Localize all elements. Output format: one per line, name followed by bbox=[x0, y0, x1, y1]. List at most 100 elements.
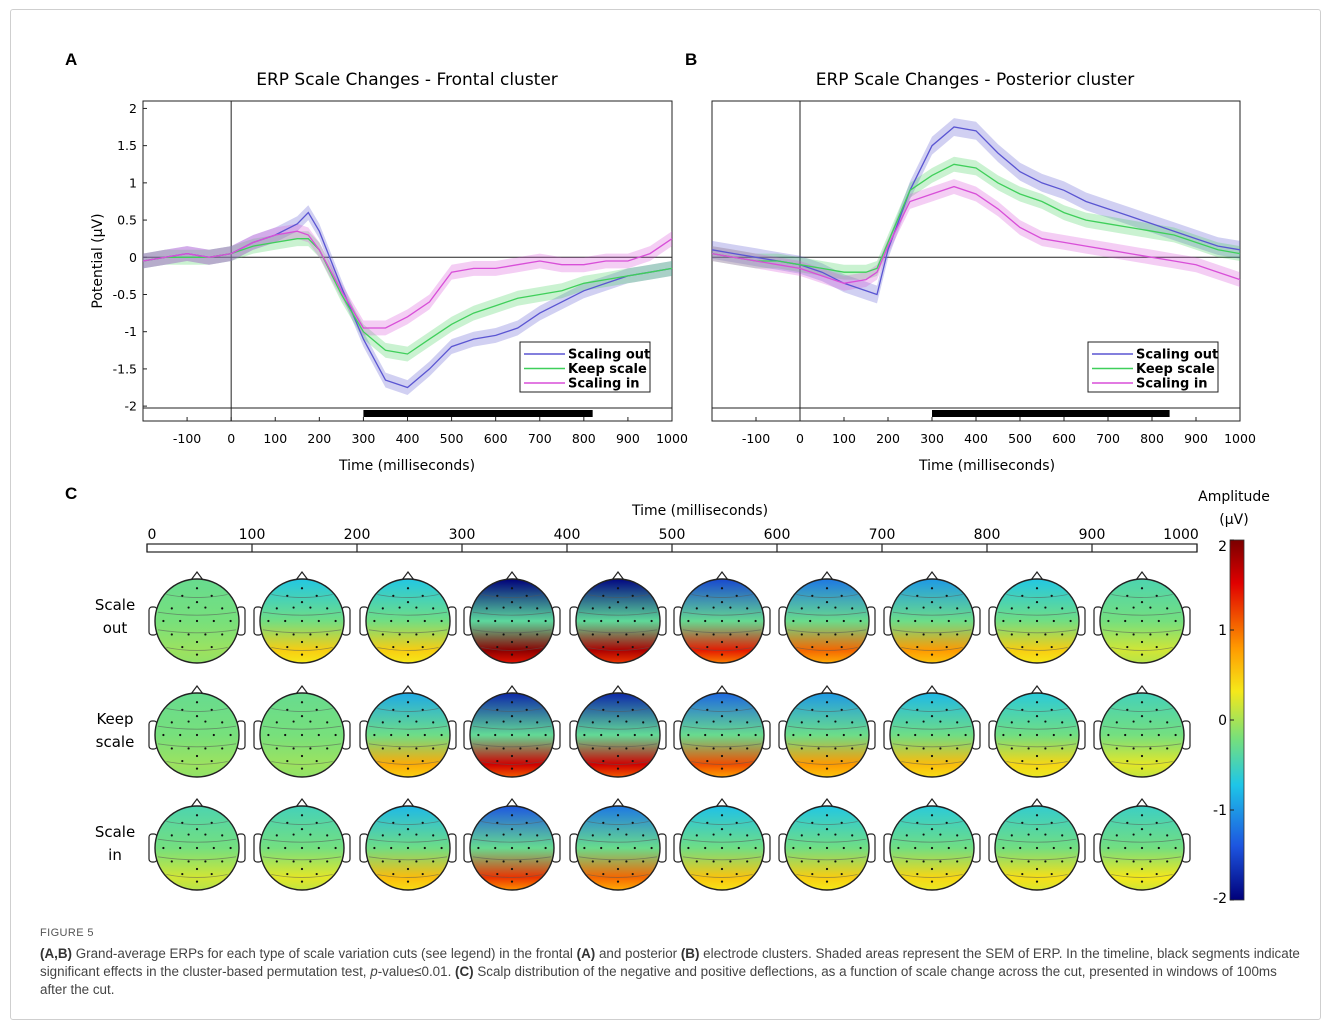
panel-b-x-tick-label: 0 bbox=[796, 431, 804, 446]
scalp-map bbox=[673, 798, 771, 891]
panel-a-x-ticks: -100 0 100 200 300 400 500 600 700 800 900 1000 bbox=[173, 417, 688, 446]
caption-run: Scalp distribution of the negative and p… bbox=[40, 964, 1277, 997]
caption-run: electrode clusters. Shaded areas represe… bbox=[40, 946, 1300, 979]
panel-b-x-tick-label: 600 bbox=[1052, 431, 1076, 446]
scalp-map bbox=[148, 685, 246, 778]
panel-b-x-tick-label: 100 bbox=[832, 431, 856, 446]
panel-a-series-scaling-in bbox=[142, 230, 673, 329]
panel-b-significant-segment bbox=[932, 410, 1170, 417]
scalp-map bbox=[988, 685, 1086, 778]
panel-b: B ERP Scale Changes - Posterior cluster … bbox=[685, 50, 1256, 474]
panel-b-x-axis-label: Time (milliseconds) bbox=[918, 458, 1055, 474]
panel-a-y-tick-label: 0.5 bbox=[117, 213, 137, 228]
panel-b-title: ERP Scale Changes - Posterior cluster bbox=[816, 70, 1135, 90]
panel-a-x-tick-label: 0 bbox=[227, 431, 235, 446]
panel-a-title: ERP Scale Changes - Frontal cluster bbox=[256, 70, 558, 90]
timeline-tick-label: 500 bbox=[659, 527, 686, 543]
panel-b-x-tick-label: 800 bbox=[1140, 431, 1164, 446]
timeline-tick-label: 400 bbox=[554, 527, 581, 543]
panel-a-x-tick-label: 900 bbox=[616, 431, 640, 446]
scalp-maps bbox=[148, 571, 1191, 891]
scalp-map bbox=[253, 571, 351, 664]
colorbar-tick-label: -1 bbox=[1213, 803, 1227, 819]
scalp-map bbox=[1093, 685, 1191, 778]
scalp-map bbox=[988, 798, 1086, 891]
panel-a-legend-entry-keep-scale: Keep scale bbox=[568, 362, 647, 377]
scalp-map bbox=[988, 571, 1086, 664]
panel-b-x-tick-label: -100 bbox=[742, 431, 770, 446]
panel-a-y-ticks: 2 1.5 1 0.5 0 -0.5 -1 -1.5 -2 bbox=[113, 101, 147, 414]
panel-b-x-tick-label: 200 bbox=[876, 431, 900, 446]
panel-b-x-tick-label: 500 bbox=[1008, 431, 1032, 446]
timeline-tick-label: 900 bbox=[1079, 527, 1106, 543]
panel-a-x-tick-label: 100 bbox=[263, 431, 287, 446]
panel-a-x-tick-label: 800 bbox=[572, 431, 596, 446]
row-labels: Scale out Keep scale Scale in bbox=[95, 596, 135, 864]
figure-frame bbox=[10, 9, 1321, 1020]
figure-caption: (A,B) Grand-average ERPs for each type o… bbox=[40, 945, 1300, 999]
scalp-map bbox=[778, 798, 876, 891]
panel-b-x-tick-label: 1000 bbox=[1224, 431, 1256, 446]
panel-a-x-tick-label: -100 bbox=[173, 431, 201, 446]
panel-c: C Time (milliseconds) 0 100 200 300 400 500 60… bbox=[65, 484, 1270, 907]
panel-a-x-axis-label: Time (milliseconds) bbox=[338, 458, 475, 474]
panel-b-legend-entry-scaling-in: Scaling in bbox=[1136, 377, 1208, 392]
panel-a-x-tick-label: 400 bbox=[396, 431, 420, 446]
scalp-map bbox=[673, 571, 771, 664]
panel-a-sem-band-scaling-in bbox=[143, 223, 672, 336]
scalp-map bbox=[673, 685, 771, 778]
panel-a-y-tick-label: 1 bbox=[129, 175, 137, 190]
scalp-map bbox=[883, 798, 981, 891]
scalp-map bbox=[148, 798, 246, 891]
panel-a: A ERP Scale Changes - Frontal cluster 2 1… bbox=[65, 50, 688, 474]
panel-b-legend-entry-keep-scale: Keep scale bbox=[1136, 362, 1215, 377]
panel-a-y-tick-label: 1.5 bbox=[117, 138, 137, 153]
scalp-map bbox=[463, 571, 561, 664]
colorbar-tick-label: 1 bbox=[1218, 623, 1227, 639]
scalp-map bbox=[569, 571, 667, 664]
caption-run: (A) bbox=[576, 946, 596, 961]
panel-b-x-tick-label: 900 bbox=[1184, 431, 1208, 446]
panel-label-a: A bbox=[65, 50, 77, 69]
scalp-map bbox=[253, 798, 351, 891]
scalp-map bbox=[1093, 571, 1191, 664]
panel-a-x-tick-label: 500 bbox=[440, 431, 464, 446]
scalp-map bbox=[778, 571, 876, 664]
panel-a-significant-segment bbox=[363, 410, 593, 417]
timeline-tick-label: 300 bbox=[449, 527, 476, 543]
row-label: Keep bbox=[96, 710, 133, 728]
panel-a-x-tick-label: 600 bbox=[484, 431, 508, 446]
row-label: in bbox=[108, 846, 122, 864]
panel-label-c: C bbox=[65, 484, 77, 503]
panel-b-x-tick-label: 300 bbox=[920, 431, 944, 446]
panel-a-x-tick-label: 200 bbox=[307, 431, 331, 446]
timeline-tick-label: 200 bbox=[344, 527, 371, 543]
panel-b-x-tick-label: 400 bbox=[964, 431, 988, 446]
panel-b-x-ticks: -100 0 100 200 300 400 500 600 700 800 900 1000 bbox=[742, 417, 1256, 446]
panel-b-legend-entry-scaling-out: Scaling out bbox=[1136, 348, 1218, 363]
panel-a-y-tick-label: -1 bbox=[125, 324, 137, 339]
scalp-map bbox=[1093, 798, 1191, 891]
caption-run: and posterior bbox=[595, 946, 681, 961]
caption-run: Grand-average ERPs for each type of scal… bbox=[71, 946, 577, 961]
panel-a-legend-entry-scaling-in: Scaling in bbox=[568, 377, 640, 392]
row-label: Scale bbox=[95, 596, 135, 614]
panel-a-y-tick-label: 0 bbox=[129, 250, 137, 265]
panel-a-y-tick-label: -1.5 bbox=[113, 361, 137, 376]
panel-a-x-tick-label: 1000 bbox=[656, 431, 688, 446]
scalp-map bbox=[359, 571, 457, 664]
timeline-tick-label: 800 bbox=[974, 527, 1001, 543]
scalp-map bbox=[883, 685, 981, 778]
scalp-map bbox=[883, 571, 981, 664]
colorbar-tick-label: -2 bbox=[1213, 891, 1227, 907]
timeline-tick-label: 600 bbox=[764, 527, 791, 543]
colorbar: Amplitude (µV) 2 1 0 -1 -2 bbox=[1198, 489, 1270, 907]
caption-run: (B) bbox=[680, 946, 700, 961]
panel-a-legend-entry-scaling-out: Scaling out bbox=[568, 348, 650, 363]
panel-a-y-axis-label: Potential (µV) bbox=[90, 213, 106, 308]
panel-a-x-tick-label: 700 bbox=[528, 431, 552, 446]
timeline-tick-label: 0 bbox=[148, 527, 157, 543]
row-label: out bbox=[103, 619, 128, 637]
scalp-map bbox=[569, 798, 667, 891]
